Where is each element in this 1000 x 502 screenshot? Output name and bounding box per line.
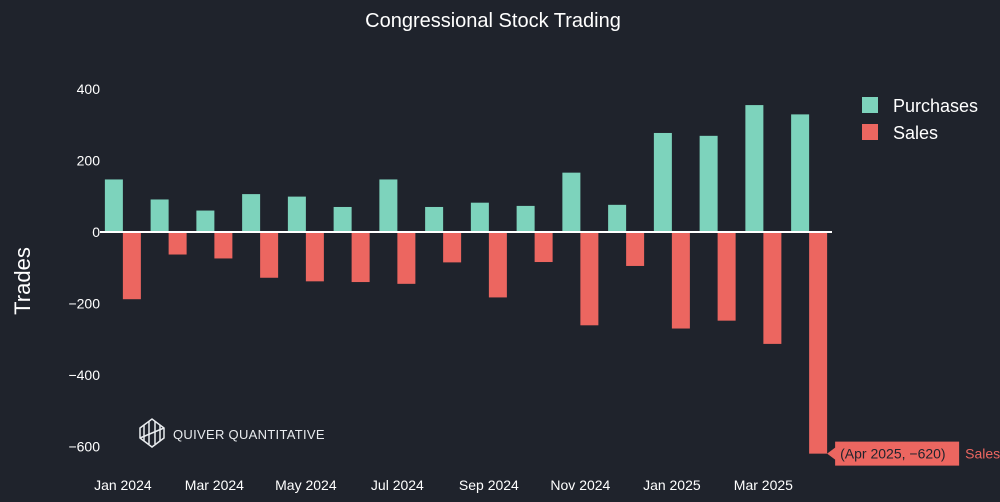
bar-sales[interactable] xyxy=(488,232,507,298)
bar-purchases[interactable] xyxy=(196,210,215,232)
legend-swatch-sales xyxy=(862,124,878,140)
bar-purchases[interactable] xyxy=(791,114,810,232)
bar-purchases[interactable] xyxy=(745,105,764,232)
x-tick-label: Jan 2024 xyxy=(94,477,152,493)
bar-purchases[interactable] xyxy=(425,206,444,232)
bar-sales[interactable] xyxy=(397,232,416,284)
bar-sales[interactable] xyxy=(534,232,553,263)
x-tick-label: Jan 2025 xyxy=(643,477,701,493)
legend-label-purchases: Purchases xyxy=(893,96,978,116)
bar-purchases[interactable] xyxy=(242,194,261,232)
x-tick-label: Sep 2024 xyxy=(459,477,519,493)
legend-item-sales[interactable]: Sales xyxy=(862,123,938,143)
x-tick-label: May 2024 xyxy=(275,477,337,493)
bar-sales[interactable] xyxy=(717,232,736,321)
hover-series: Sales xyxy=(965,446,1000,462)
quiver-logo-icon xyxy=(139,418,165,448)
bars xyxy=(104,105,828,454)
x-tick-label: Mar 2024 xyxy=(185,477,244,493)
bar-sales[interactable] xyxy=(443,232,462,263)
legend-swatch-purchases xyxy=(862,97,878,113)
bar-sales[interactable] xyxy=(214,232,233,259)
chart-title: Congressional Stock Trading xyxy=(365,10,621,32)
bar-sales[interactable] xyxy=(168,232,187,255)
bar-purchases[interactable] xyxy=(562,172,581,232)
bar-purchases[interactable] xyxy=(699,135,718,232)
y-tick-label: 400 xyxy=(77,81,101,97)
bar-purchases[interactable] xyxy=(653,132,672,232)
y-tick-label: −600 xyxy=(68,439,100,455)
bar-sales[interactable] xyxy=(626,232,645,266)
y-axis-ticks: 400 200 0 −200 −400 −600 xyxy=(68,81,100,455)
watermark-text: QUIVER QUANTITATIVE xyxy=(173,427,325,442)
watermark: QUIVER QUANTITATIVE xyxy=(139,418,325,448)
bar-purchases[interactable] xyxy=(470,202,489,232)
bar-sales[interactable] xyxy=(122,232,141,300)
y-tick-label: −200 xyxy=(68,296,100,312)
x-tick-label: Nov 2024 xyxy=(550,477,610,493)
legend[interactable]: Purchases Sales xyxy=(862,96,978,143)
legend-label-sales: Sales xyxy=(893,123,938,143)
bar-sales[interactable] xyxy=(305,232,324,282)
bar-sales[interactable] xyxy=(671,232,690,329)
bar-purchases[interactable] xyxy=(150,199,169,232)
x-axis-ticks: Jan 2024 Mar 2024 May 2024 Jul 2024 Sep 2024… xyxy=(94,477,793,493)
hover-box xyxy=(827,441,960,466)
bar-purchases[interactable] xyxy=(379,179,398,232)
y-tick-label: 200 xyxy=(77,153,101,169)
bar-sales[interactable] xyxy=(763,232,782,344)
bar-purchases[interactable] xyxy=(608,204,627,232)
bar-sales[interactable] xyxy=(580,232,599,326)
hover-label: (Apr 2025, −620) Sales xyxy=(827,441,1000,466)
bar-sales[interactable] xyxy=(260,232,279,278)
bar-purchases[interactable] xyxy=(516,205,535,232)
hover-text: (Apr 2025, −620) xyxy=(840,446,945,462)
x-tick-label: Mar 2025 xyxy=(734,477,793,493)
bar-purchases[interactable] xyxy=(104,179,123,232)
x-tick-label: Jul 2024 xyxy=(371,477,424,493)
legend-item-purchases[interactable]: Purchases xyxy=(862,96,978,116)
bar-purchases[interactable] xyxy=(287,196,306,232)
y-axis-label: Trades xyxy=(10,247,35,315)
bar-sales[interactable] xyxy=(351,232,370,283)
y-tick-label: −400 xyxy=(68,367,100,383)
bar-sales[interactable] xyxy=(809,232,828,454)
bar-purchases[interactable] xyxy=(333,206,352,232)
y-tick-label: 0 xyxy=(92,224,100,240)
